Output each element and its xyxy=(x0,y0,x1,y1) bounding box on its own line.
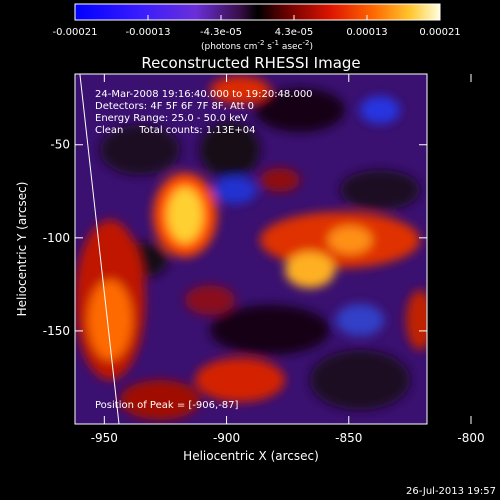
colorbar-ticks: -0.00021 -0.00013 -4.3e-05 4.3e-05 0.00013 0.… xyxy=(53,15,461,38)
solar-limb-line xyxy=(79,74,120,424)
colorbar-gradient xyxy=(74,3,441,21)
timestamp: 26-Jul-2013 19:57 xyxy=(406,486,496,497)
x-tick-label: -800 xyxy=(457,431,484,445)
y-tick-label: -100 xyxy=(43,231,70,245)
plot-frame xyxy=(74,73,428,425)
colorbar-tick-label: 0.00013 xyxy=(346,27,387,38)
y-tick-label: -50 xyxy=(50,138,70,152)
peak-position-label: Position of Peak = [-906,-87] xyxy=(95,400,239,411)
x-tick-label: -900 xyxy=(213,431,240,445)
chart-title: Reconstructed RHESSI Image xyxy=(141,54,360,72)
annotation-energy-range: Energy Range: 25.0 - 50.0 keV xyxy=(95,113,248,124)
y-axis-label: Heliocentric Y (arcsec) xyxy=(15,182,29,317)
colorbar-tick-label: -4.3e-05 xyxy=(200,27,242,38)
emission-blobs xyxy=(75,76,427,420)
axis-ticks: -950 -900 -850 -800 -50 -100 -150 xyxy=(43,74,485,445)
x-axis-label: Heliocentric X (arcsec) xyxy=(183,449,319,463)
y-tick-label: -150 xyxy=(43,324,70,338)
x-tick-label: -950 xyxy=(91,431,118,445)
colorbar-tick-label: 4.3e-05 xyxy=(275,27,313,38)
colorbar-tick-label: -0.00021 xyxy=(53,27,98,38)
colorbar-tick-label: 0.00021 xyxy=(419,27,460,38)
annotation-clean-counts: Clean Total counts: 1.13E+04 xyxy=(95,125,255,136)
annotation-time-range: 24-Mar-2008 19:16:40.000 to 19:20:48.000 xyxy=(95,89,313,100)
colorbar: -0.00021 -0.00013 -4.3e-05 4.3e-05 0.00013 0.… xyxy=(53,3,461,52)
colorbar-units: (photons cm-2 s-1 asec-2) xyxy=(201,39,313,52)
colorbar-tick-label: -0.00013 xyxy=(126,27,171,38)
annotation-detectors: Detectors: 4F 5F 6F 7F 8F, Att 0 xyxy=(95,101,254,112)
x-tick-label: -850 xyxy=(335,431,362,445)
image-area xyxy=(75,74,427,424)
